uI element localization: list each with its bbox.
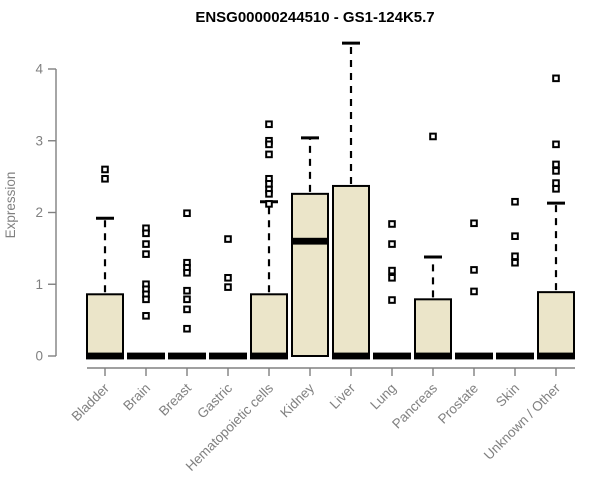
boxplot-box bbox=[250, 293, 288, 358]
outlier-point bbox=[388, 273, 396, 282]
outlier-point bbox=[388, 296, 396, 304]
boxplot-box bbox=[332, 184, 370, 357]
outlier-point bbox=[265, 150, 273, 159]
outlier-point bbox=[183, 268, 191, 277]
x-tick-label: Skin bbox=[493, 381, 522, 410]
boxplot-median bbox=[168, 352, 206, 360]
y-axis-title: Expression bbox=[3, 172, 18, 239]
x-tick-label: Unknown / Other bbox=[481, 380, 564, 463]
x-tick-label: Brain bbox=[120, 381, 153, 414]
boxplot-median bbox=[537, 352, 575, 360]
outlier-point bbox=[265, 120, 273, 129]
outlier-point bbox=[552, 167, 560, 175]
outlier-point bbox=[224, 235, 232, 243]
outlier-point bbox=[552, 185, 560, 193]
outlier-point bbox=[511, 252, 519, 261]
outlier-point bbox=[101, 174, 109, 183]
x-tick-label: Gastric bbox=[194, 380, 235, 421]
outlier-point bbox=[265, 140, 273, 149]
outlier-point bbox=[224, 273, 232, 282]
outlier-point bbox=[470, 219, 478, 228]
outlier-point bbox=[265, 190, 273, 198]
outlier-point bbox=[470, 287, 478, 296]
x-tick-label: Pancreas bbox=[389, 380, 440, 431]
outlier-point bbox=[552, 74, 560, 83]
boxplot-median bbox=[291, 237, 329, 245]
outlier-point bbox=[552, 160, 560, 169]
outlier-point bbox=[142, 295, 150, 304]
boxplot-median bbox=[455, 352, 493, 360]
outlier-point bbox=[183, 295, 191, 304]
boxplot-box bbox=[537, 291, 575, 357]
boxplot-median bbox=[209, 352, 247, 360]
outlier-point bbox=[511, 197, 519, 206]
outlier-point bbox=[511, 232, 519, 240]
outlier-point bbox=[388, 240, 396, 248]
x-tick-label: Breast bbox=[156, 380, 194, 418]
boxplot-median bbox=[86, 352, 124, 360]
boxplot-median bbox=[250, 352, 288, 360]
outlier-point bbox=[429, 132, 437, 141]
outlier-point bbox=[142, 240, 150, 248]
outlier-point bbox=[183, 324, 191, 333]
y-tick-label: 1 bbox=[35, 277, 43, 292]
boxplot-box bbox=[291, 192, 329, 357]
outlier-point bbox=[183, 209, 191, 218]
outlier-point bbox=[183, 305, 191, 314]
y-tick-label: 0 bbox=[35, 349, 43, 364]
boxplot-box bbox=[86, 293, 124, 358]
outlier-point bbox=[552, 140, 560, 149]
y-tick-label: 2 bbox=[35, 205, 43, 220]
outlier-point bbox=[388, 266, 396, 275]
outlier-point bbox=[142, 229, 150, 238]
y-tick-label: 3 bbox=[35, 133, 43, 148]
boxplot-median bbox=[496, 352, 534, 360]
outlier-point bbox=[224, 283, 232, 291]
chart-title: ENSG00000244510 - GS1-124K5.7 bbox=[195, 9, 434, 26]
x-tick-label: Kidney bbox=[277, 380, 317, 420]
boxplot-median bbox=[127, 352, 165, 360]
boxplot-box bbox=[414, 298, 452, 358]
boxplot-median bbox=[373, 352, 411, 360]
y-tick-label: 4 bbox=[35, 62, 43, 77]
outlier-point bbox=[265, 200, 273, 208]
outlier-point bbox=[511, 258, 519, 267]
outlier-point bbox=[142, 250, 150, 258]
boxplot-median bbox=[332, 352, 370, 360]
outlier-point bbox=[183, 286, 191, 295]
x-tick-label: Lung bbox=[367, 381, 399, 413]
x-tick-label: Bladder bbox=[69, 380, 113, 424]
outlier-point bbox=[388, 220, 396, 228]
outlier-point bbox=[101, 165, 109, 174]
x-tick-label: Liver bbox=[327, 380, 359, 412]
outlier-point bbox=[470, 266, 478, 274]
boxplot-median bbox=[414, 352, 452, 360]
x-tick-label: Prostate bbox=[435, 381, 481, 427]
outlier-point bbox=[142, 312, 150, 320]
